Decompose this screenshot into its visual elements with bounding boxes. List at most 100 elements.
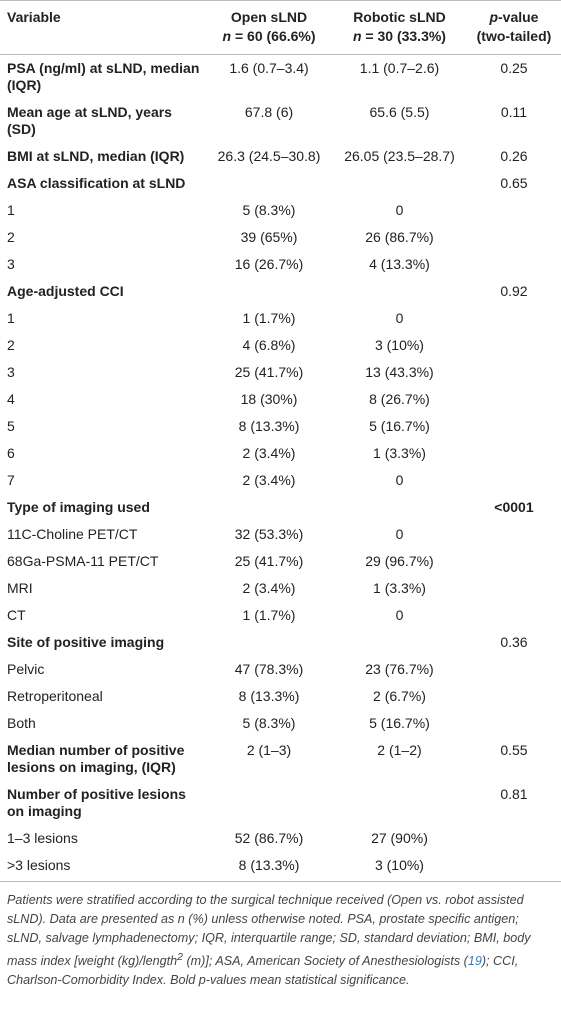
table-cell: Age-adjusted CCI: [7, 283, 124, 299]
table-cell: [467, 548, 561, 575]
table-row: 11C-Choline PET/CT 32 (53.3%) 0: [0, 521, 561, 548]
table-cell: 0: [395, 202, 404, 218]
table-cell: Type of imaging used: [7, 499, 150, 515]
table-row: 6 2 (3.4%) 1 (3.3%): [0, 440, 561, 467]
table-cell: Pelvic: [7, 661, 45, 677]
table-cell: Retroperitoneal: [7, 688, 103, 704]
header-cell: Variable: [0, 0, 206, 55]
table-cell: 27 (90%): [371, 830, 428, 846]
table-row: CT 1 (1.7%) 0: [0, 602, 561, 629]
table-row: BMI at sLND, median (IQR) 26.3 (24.5–30.8…: [0, 143, 561, 170]
table-cell: 2 (1–2): [377, 742, 422, 758]
table-cell: [467, 710, 561, 737]
table-row: Retroperitoneal 8 (13.3%) 2 (6.7%): [0, 683, 561, 710]
table-row: 5 8 (13.3%) 5 (16.7%): [0, 413, 561, 440]
header-text: Variable: [7, 9, 61, 25]
header-text: p-value: [489, 9, 539, 25]
table-cell: 1 (3.3%): [373, 445, 426, 461]
table-cell: 25 (41.7%): [234, 553, 304, 569]
reference-link[interactable]: 19: [467, 954, 482, 969]
table-cell: [467, 305, 561, 332]
table-row: 1 1 (1.7%) 0: [0, 305, 561, 332]
table-cell: 2 (6.7%): [373, 688, 426, 704]
table-cell: 8 (26.7%): [369, 391, 430, 407]
table-cell: 0.65: [500, 175, 528, 191]
table-header: Variable Open sLND n = 60 (66.6%) Robotic…: [0, 0, 561, 55]
table-cell: 2 (3.4%): [242, 580, 296, 596]
table-cell: 2: [7, 337, 15, 353]
table-row: 68Ga-PSMA-11 PET/CT 25 (41.7%) 29 (96.7%): [0, 548, 561, 575]
table-cell: BMI at sLND, median (IQR): [7, 148, 185, 164]
footnote: Patients were stratified according to th…: [7, 891, 554, 990]
table-row: ASA classification at sLND 0.65: [0, 170, 561, 197]
table-cell: 18 (30%): [240, 391, 298, 407]
table-cell: 2: [7, 229, 15, 245]
table-row: 4 18 (30%) 8 (26.7%): [0, 386, 561, 413]
table-cell: 3 (10%): [332, 852, 467, 882]
table-cell: [467, 413, 561, 440]
table-cell: 5 (16.7%): [369, 715, 430, 731]
table-cell: 4 (6.8%): [242, 337, 296, 353]
table-cell: 5 (8.3%): [242, 715, 296, 731]
table-cell: 0.26: [500, 148, 528, 164]
table-row: Age-adjusted CCI 0.92: [0, 278, 561, 305]
table-cell: PSA (ng/ml) at sLND, median (IQR): [7, 60, 200, 93]
table-cell: 5 (16.7%): [369, 418, 430, 434]
table-row: Pelvic 47 (78.3%) 23 (76.7%): [0, 656, 561, 683]
table-cell: Both: [7, 715, 36, 731]
header-cell: Robotic sLND n = 30 (33.3%): [332, 0, 467, 55]
table-cell: 23 (76.7%): [365, 661, 434, 677]
table-cell: 0.55: [500, 742, 528, 758]
table-row: 1–3 lesions 52 (86.7%) 27 (90%): [0, 825, 561, 852]
table-cell: 5: [7, 418, 15, 434]
table-row: Number of positive lesions on imaging 0.8…: [0, 781, 561, 825]
header-text: Robotic sLND: [353, 9, 446, 25]
table-cell: 26 (86.7%): [365, 229, 434, 245]
table-cell: 3 (10%): [374, 337, 424, 353]
table-cell: 0.81: [500, 786, 528, 802]
table-cell: 1–3 lesions: [7, 830, 78, 846]
table-cell: [467, 656, 561, 683]
header-text: Open sLND: [230, 9, 308, 25]
table-cell: >3 lesions: [0, 852, 206, 882]
table-cell: 1 (1.7%): [242, 607, 296, 623]
table-cell: [467, 386, 561, 413]
table-cell: MRI: [7, 580, 33, 596]
table-cell: [467, 251, 561, 278]
table-cell: [467, 332, 561, 359]
table-cell: 0.11: [500, 104, 528, 120]
table-cell: [466, 852, 561, 882]
table-cell: 0: [395, 472, 404, 488]
table-row: >3 lesions 8 (13.3%) 3 (10%): [0, 852, 561, 882]
header-row: Variable Open sLND n = 60 (66.6%) Robotic…: [0, 0, 561, 55]
table-cell: [467, 521, 561, 548]
table-cell: [467, 602, 561, 629]
table-row: Site of positive imaging 0.36: [0, 629, 561, 656]
table-cell: [206, 278, 332, 305]
table-cell: 68Ga-PSMA-11 PET/CT: [7, 553, 159, 569]
table-cell: 6: [7, 445, 15, 461]
table-cell: 5 (8.3%): [242, 202, 296, 218]
table-cell: 0.36: [500, 634, 528, 650]
table-cell: 4 (13.3%): [369, 256, 430, 272]
table-cell: 26.3 (24.5–30.8): [217, 148, 321, 164]
table-cell: Median number of positive lesions on ima…: [7, 742, 185, 775]
table-cell: 1 (1.7%): [242, 310, 296, 326]
footnote-text: (m)]; ASA, American Society of Anesthesi…: [182, 954, 468, 969]
table-cell: 1: [7, 310, 15, 326]
table-cell: 47 (78.3%): [234, 661, 304, 677]
table-cell: ASA classification at sLND: [7, 175, 186, 191]
table-cell: 0.25: [500, 60, 528, 76]
table-cell: 26.05 (23.5–28.7): [344, 148, 455, 164]
table-row: 1 5 (8.3%) 0: [0, 197, 561, 224]
table-cell: 8 (13.3%): [238, 688, 300, 704]
table-cell: 0: [395, 310, 404, 326]
table-cell: 67.8 (6): [244, 104, 294, 120]
table-cell: 29 (96.7%): [365, 553, 434, 569]
table-cell: 16 (26.7%): [234, 256, 304, 272]
header-text: n = 60 (66.6%): [222, 28, 316, 44]
table-cell: 65.6 (5.5): [369, 104, 430, 120]
header-cell: Open sLND n = 60 (66.6%): [206, 0, 333, 55]
table-row: Median number of positive lesions on ima…: [0, 737, 561, 781]
